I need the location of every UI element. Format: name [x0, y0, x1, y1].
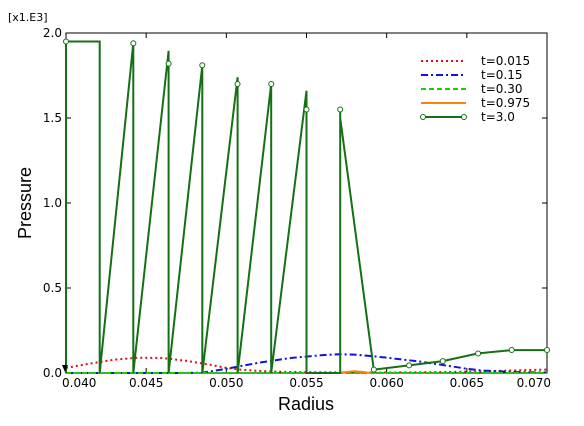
data-point: [303, 106, 310, 113]
legend-item: t=3.0: [420, 110, 515, 124]
legend-label: t=3.0: [481, 110, 515, 124]
series-t-0-975: [338, 370, 371, 374]
legend-label: t=0.15: [481, 68, 522, 82]
data-point: [268, 81, 275, 87]
x-tick-label: 0.040: [62, 376, 96, 390]
legend-item: t=0.975: [421, 96, 530, 110]
data-point: [475, 350, 482, 357]
y-tick-label: 2.0: [43, 26, 62, 40]
series-line: [66, 353, 548, 374]
data-point: [439, 358, 446, 365]
legend-label: t=0.015: [481, 54, 530, 68]
legend-marker: [420, 114, 426, 120]
legend-item: t=0.15: [421, 68, 522, 82]
data-point: [508, 347, 515, 354]
legend-marker: [461, 114, 467, 120]
origin-marker: [62, 365, 68, 372]
data-point: [165, 60, 172, 67]
data-point: [544, 347, 550, 354]
x-tick-label: 0.070: [517, 376, 551, 390]
data-point: [130, 40, 137, 47]
legend-label: t=0.975: [481, 96, 530, 110]
data-point: [63, 38, 69, 45]
data-point: [199, 62, 206, 69]
series-t-0-15: [66, 353, 548, 374]
series-layer: [62, 38, 550, 374]
y-axis-title: Pressure: [15, 167, 35, 239]
y-tick-label: 1.0: [43, 196, 62, 210]
x-tick-label: 0.045: [129, 376, 163, 390]
data-point: [234, 81, 241, 87]
legend-item: t=0.015: [421, 54, 530, 68]
y-tick-label: 0.0: [43, 366, 62, 380]
x-tick-label: 0.060: [369, 376, 403, 390]
y-axis-ticks: 0.0 0.5 1.0 1.5 2.0: [43, 26, 547, 380]
x-axis-title: Radius: [278, 394, 334, 414]
series-t-3-0: [63, 38, 550, 374]
axis-multiplier: [x1.E3]: [8, 11, 48, 24]
y-tick-label: 0.5: [43, 281, 62, 295]
data-point: [337, 106, 344, 113]
legend-label: t=0.30: [481, 82, 522, 96]
data-point: [406, 362, 413, 369]
data-point: [370, 366, 377, 373]
x-tick-label: 0.055: [289, 376, 323, 390]
x-tick-label: 0.065: [450, 376, 484, 390]
series-line: [338, 370, 371, 374]
x-tick-label: 0.050: [209, 376, 243, 390]
legend-item: t=0.30: [421, 82, 522, 96]
y-tick-label: 1.5: [43, 111, 62, 125]
